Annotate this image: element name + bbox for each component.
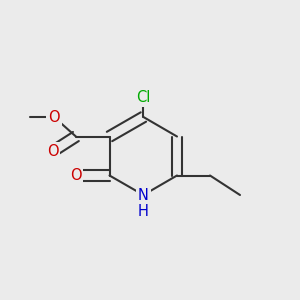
Text: O: O (70, 168, 82, 183)
Text: O: O (47, 144, 58, 159)
Text: N: N (138, 188, 149, 202)
Text: Cl: Cl (136, 90, 151, 105)
Text: H: H (138, 204, 149, 219)
Text: H: H (138, 204, 149, 219)
Text: O: O (48, 110, 60, 124)
